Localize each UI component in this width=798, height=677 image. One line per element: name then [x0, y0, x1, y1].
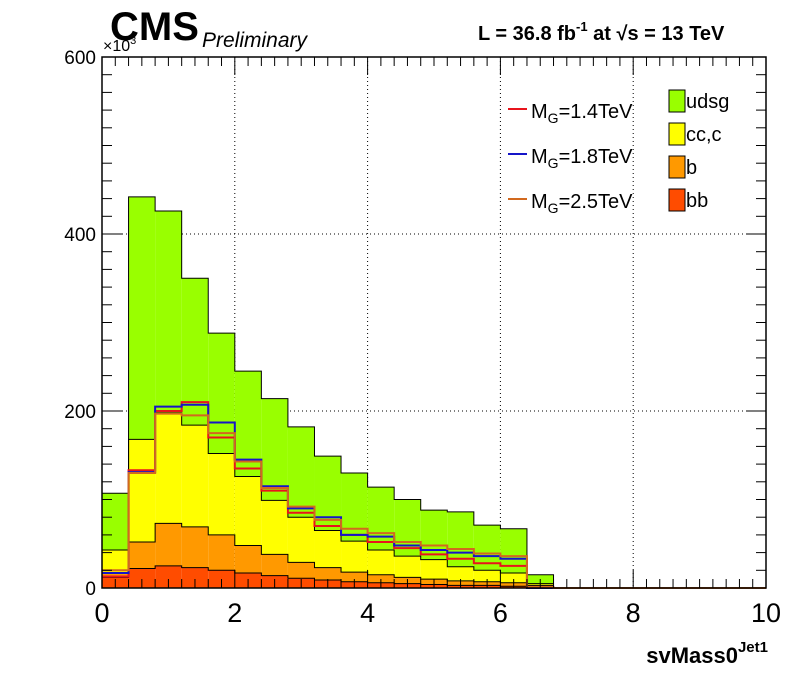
bar-b [102, 572, 129, 578]
bar-ccc [314, 530, 342, 568]
bar-udsg [447, 511, 474, 567]
y-multiplier: ×103 [103, 35, 136, 55]
bar-b [155, 523, 182, 566]
legend-fill-label: bb [686, 190, 708, 212]
bar-ccc [367, 549, 395, 575]
bar-udsg [420, 510, 448, 560]
bar-b [314, 567, 342, 581]
bar-b [181, 526, 209, 568]
grid-lines [102, 57, 766, 588]
luminosity-prefix: L = 36.8 fb [478, 23, 576, 45]
bar-udsg [155, 210, 182, 413]
x-tick-label: 0 [94, 598, 109, 628]
bar-ccc [500, 572, 527, 583]
x-tick-label: 8 [626, 598, 641, 628]
bar-ccc [208, 453, 235, 535]
bar-udsg [394, 499, 421, 557]
tick-labels: 0 2 4 6 8 10 0 200 400 600 [64, 48, 781, 628]
legend-fill-label: udsg [686, 91, 729, 113]
luminosity-exponent: -1 [576, 19, 588, 34]
bar-udsg [102, 493, 129, 550]
experiment-label: CMS [110, 5, 199, 49]
luminosity-mid: at [588, 23, 617, 45]
bar-udsg [261, 398, 288, 501]
legend-label-main: M [531, 101, 548, 123]
bar-ccc [155, 412, 182, 524]
bar-ccc [394, 556, 421, 578]
legend-label-main: M [531, 146, 548, 168]
x-axis-title: svMass0Jet1 [646, 639, 768, 668]
energy-label: = 13 TeV [639, 23, 725, 45]
legend-label-rest: =1.8TeV [559, 146, 634, 168]
x-tick-label: 10 [751, 598, 781, 628]
bar-ccc [447, 566, 474, 581]
bar-ccc [287, 517, 315, 563]
x-axis-title-main: svMass0 [646, 643, 738, 668]
bar-udsg [181, 278, 209, 426]
legend-label-rest: =2.5TeV [559, 191, 634, 213]
bar-bb [128, 568, 156, 588]
bar-udsg [208, 333, 235, 454]
bar-bb [181, 567, 209, 588]
y-tick-label: 400 [64, 225, 96, 246]
legend-line-label: MG=1.4TeV [531, 101, 633, 126]
x-tick-label: 6 [493, 598, 508, 628]
bar-udsg [128, 196, 156, 440]
bar-b [128, 541, 156, 569]
bar-ccc [102, 549, 129, 573]
legend-fill-swatch [668, 89, 686, 113]
x-tick-label: 2 [227, 598, 242, 628]
bar-ccc [341, 541, 368, 573]
x-axis-title-superscript: Jet1 [738, 639, 768, 656]
bar-ccc [128, 439, 156, 542]
axis-ticks [101, 56, 767, 589]
bar-udsg [367, 487, 395, 550]
bar-b [367, 574, 395, 583]
luminosity-label: L = 36.8 fb-1 at √s = 13 TeV [478, 19, 725, 45]
bar-udsg [287, 426, 315, 518]
status-label: Preliminary [202, 29, 309, 52]
bar-bb [155, 565, 182, 588]
bar-ccc [181, 425, 209, 527]
bar-ccc [473, 570, 501, 582]
bar-b [208, 534, 235, 571]
y-tick-label: 600 [64, 48, 96, 69]
legend-line-label: MG=2.5TeV [531, 191, 633, 216]
legend-label-subscript: G [548, 110, 559, 126]
legend-line-label: MG=1.8TeV [531, 146, 633, 171]
bar-ccc [234, 476, 262, 546]
bar-b [287, 562, 315, 579]
bar-b [341, 572, 368, 582]
bar-ccc [420, 559, 448, 580]
bar-udsg [341, 472, 368, 542]
legend-label-rest: =1.4TeV [559, 101, 634, 123]
legend-label-subscript: G [548, 155, 559, 171]
legend-fill-swatch [668, 188, 686, 212]
y-tick-label: 200 [64, 402, 96, 423]
legend-fill-label: cc,c [686, 124, 722, 146]
y-tick-label: 0 [85, 579, 96, 600]
bar-b [261, 554, 288, 576]
bar-ccc [261, 500, 288, 555]
y-multiplier-base: ×10 [103, 38, 130, 55]
legend-label-subscript: G [548, 200, 559, 216]
legend-fill-swatch [668, 122, 686, 146]
legend-fill-swatch [668, 155, 686, 179]
x-tick-label: 4 [360, 598, 375, 628]
legend-label-main: M [531, 191, 548, 213]
legend-fill-label: b [686, 157, 697, 179]
y-multiplier-exponent: 3 [130, 35, 136, 47]
sqrt-s-symbol: √s [616, 23, 638, 45]
bar-b [234, 545, 262, 573]
